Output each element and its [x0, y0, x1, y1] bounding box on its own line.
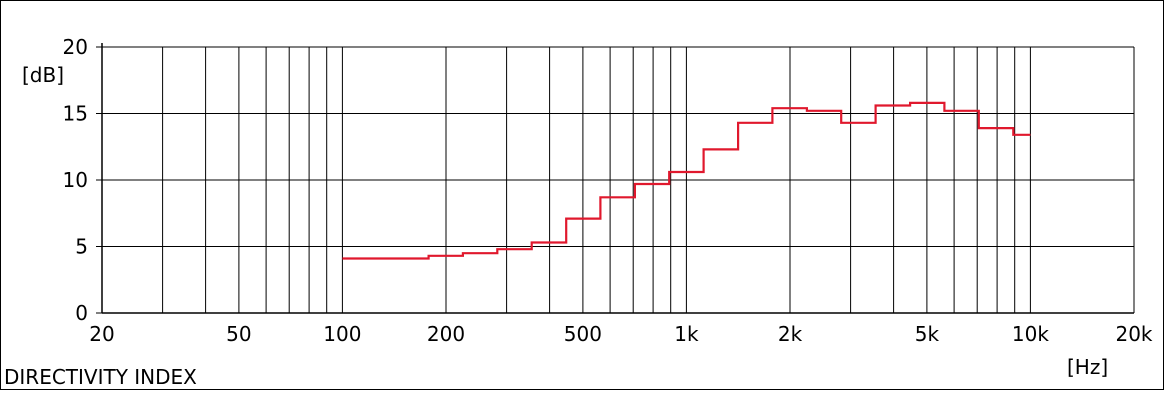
x-tick-label: 20: [89, 322, 114, 346]
x-tick-label: 2k: [778, 322, 803, 346]
y-tick-label: 10: [63, 168, 88, 192]
grid-lines: [96, 43, 1135, 314]
series-group: [342, 101, 1031, 260]
x-tick-label: 500: [564, 322, 602, 346]
y-tick-label: 20: [63, 35, 88, 59]
x-tick-labels: 20 50 100 200 500 1k 2k 5k 10k 20k: [89, 322, 1153, 346]
x-tick-label: 100: [323, 322, 361, 346]
y-tick-labels: 0 5 10 15 20: [63, 35, 88, 325]
directivity-step-line: [342, 101, 1031, 260]
x-tick-label: 20k: [1115, 322, 1152, 346]
x-tick-label: 10k: [1012, 322, 1049, 346]
y-tick-label: 5: [75, 235, 88, 259]
y-tick-label: 15: [63, 102, 88, 126]
y-tick-label: 0: [75, 301, 88, 325]
x-tick-label: 1k: [674, 322, 699, 346]
x-tick-label: 5k: [915, 322, 940, 346]
x-tick-label: 50: [226, 322, 251, 346]
y-axis-label: [dB]: [22, 63, 64, 87]
x-axis-label: [Hz]: [1067, 355, 1108, 379]
chart-title: DIRECTIVITY INDEX: [4, 365, 197, 389]
x-tick-label: 200: [427, 322, 465, 346]
